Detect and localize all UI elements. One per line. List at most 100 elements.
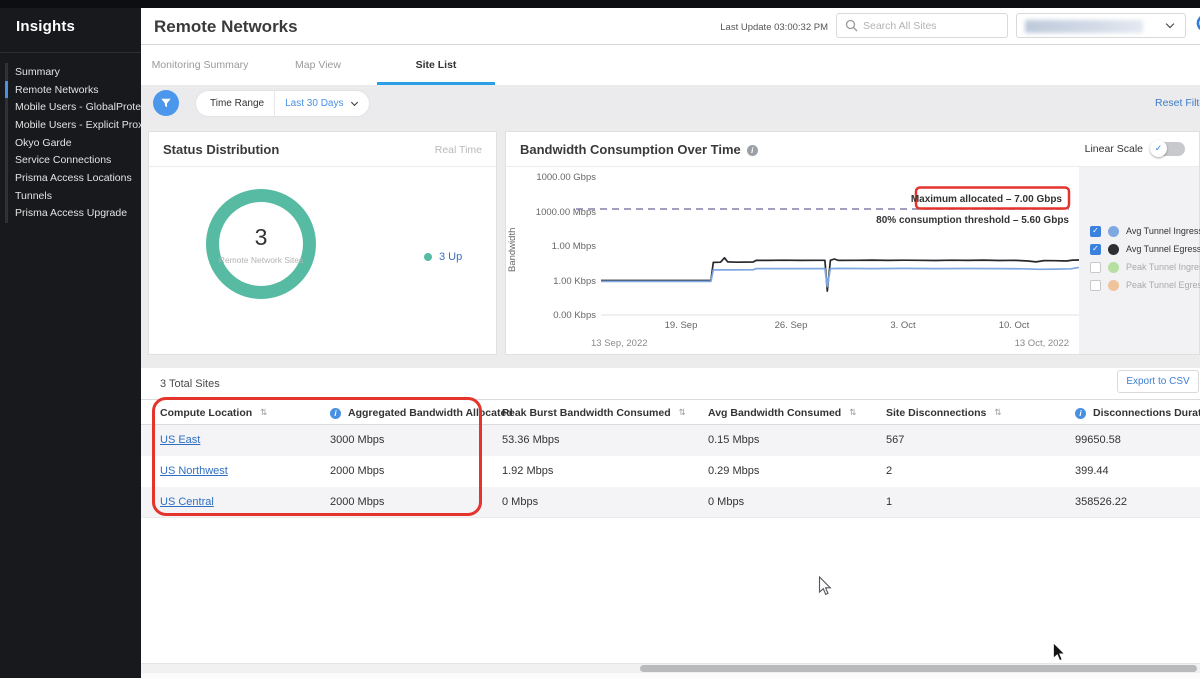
legend-label: Peak Tunnel Egress [1126, 280, 1200, 290]
site-link[interactable]: US Central [160, 487, 214, 518]
status-card-body: 3 Remote Network Sites 3 Up [149, 167, 496, 354]
legend-item-avg-tunnel-ingress[interactable]: ✓ Avg Tunnel Ingress [1090, 222, 1200, 240]
card-header: Bandwidth Consumption Over Time i Linear … [506, 132, 1199, 167]
sidebar-divider [0, 52, 141, 53]
max-allocated-label: Maximum allocated – 7.00 Gbps [911, 194, 1063, 205]
column-header-avg-bandwidth-consumed[interactable]: Avg Bandwidth Consumed⇅ [708, 400, 856, 426]
sidebar-item-remote-networks[interactable]: Remote Networks [0, 81, 141, 99]
sort-icon[interactable]: ⇅ [994, 408, 1001, 418]
checkbox[interactable]: ✓ [1090, 280, 1101, 291]
site-link[interactable]: US East [160, 425, 200, 456]
account-dropdown[interactable] [1016, 13, 1186, 38]
sort-icon[interactable]: ⇅ [260, 408, 267, 418]
linear-scale-toggle[interactable]: ✓ [1151, 142, 1185, 156]
consumption-threshold-label: 80% consumption threshold – 5.60 Gbps [876, 215, 1069, 226]
cell-peak-burst: 53.36 Mbps [502, 425, 559, 456]
column-header-compute-location[interactable]: Compute Location ⇅ [160, 400, 267, 426]
x-range-end: 13 Oct, 2022 [1015, 338, 1069, 349]
reset-filters-link[interactable]: Reset Filters [1155, 97, 1200, 109]
sidebar-item-service-connections[interactable]: Service Connections [0, 151, 141, 169]
check-icon: ✓ [1092, 245, 1099, 253]
site-link[interactable]: US Northwest [160, 456, 228, 487]
filter-button[interactable] [153, 90, 179, 116]
sidebar-item-prisma-access-locations[interactable]: Prisma Access Locations [0, 169, 141, 187]
checkbox[interactable]: ✓ [1090, 226, 1101, 237]
bottom-strip [141, 673, 1200, 678]
column-label: Aggregated Bandwidth Allocated [348, 407, 513, 419]
cell-disconnections-duration: 99650.58 [1075, 425, 1121, 456]
table-row-us-east: US East 3000 Mbps 53.36 Mbps 0.15 Mbps 5… [141, 425, 1200, 456]
cell-aggregated-bandwidth: 2000 Mbps [330, 456, 384, 487]
checkbox[interactable]: ✓ [1090, 262, 1101, 273]
sidebar-item-mobile-users-explicit-proxy[interactable]: Mobile Users - Explicit Proxy [0, 116, 141, 134]
column-label: Compute Location [160, 407, 252, 419]
cell-avg-bandwidth: 0.15 Mbps [708, 425, 759, 456]
cell-disconnections: 567 [886, 425, 904, 456]
sidebar-item-summary[interactable]: Summary [0, 63, 141, 81]
column-header-peak-burst-bandwidth-consumed[interactable]: Peak Burst Bandwidth Consumed ⇅ [502, 400, 686, 426]
sites-table-section: 3 Total Sites Export to CSV Compute Loca… [141, 368, 1200, 663]
search-box [836, 13, 1008, 38]
legend-item-peak-tunnel-egress[interactable]: ✓ Peak Tunnel Egress [1090, 276, 1200, 294]
tab-site-list[interactable]: Site List [377, 45, 495, 85]
sidebar-item-prisma-access-upgrade[interactable]: Prisma Access Upgrade [0, 205, 141, 223]
linear-scale-control: Linear Scale ✓ [1085, 142, 1185, 156]
sidebar-item-tunnels[interactable]: Tunnels [0, 187, 141, 205]
time-range-label: Time Range [196, 98, 274, 109]
sidebar-item-okyo-garde[interactable]: Okyo Garde [0, 134, 141, 152]
search-input[interactable] [863, 14, 1003, 37]
y-tick: 1.00 Kbps [553, 276, 596, 287]
sidebar-item-mobile-users-globalprotect[interactable]: Mobile Users - GlobalProtect [0, 98, 141, 116]
chevron-down-icon [1166, 20, 1174, 28]
table-row-us-central: US Central 2000 Mbps 0 Mbps 0 Mbps 1 358… [141, 487, 1200, 518]
cell-disconnections-duration: 358526.22 [1075, 487, 1127, 518]
y-tick: 1.00 Mbps [552, 241, 597, 252]
y-tick: 1000.00 Mbps [536, 207, 596, 218]
table-header-row: Compute Location ⇅ i Aggregated Bandwidth … [141, 399, 1200, 425]
bandwidth-card-body: 1000.00 Gbps 1000.00 Mbps 1.00 Mbps 1.00… [506, 167, 1199, 354]
info-icon[interactable]: i [1075, 408, 1086, 419]
series-color-dot [1108, 280, 1119, 291]
sidebar-title: Insights [16, 18, 75, 35]
sidebar-menu: Summary Remote Networks Mobile Users - G… [0, 63, 141, 222]
card-title-text: Bandwidth Consumption Over Time [520, 142, 741, 157]
table-row-us-northwest: US Northwest 2000 Mbps 1.92 Mbps 0.29 Mb… [141, 456, 1200, 487]
x-range-start: 13 Sep, 2022 [591, 338, 648, 349]
refresh-icon[interactable] [1194, 12, 1200, 39]
page-title: Remote Networks [154, 17, 298, 37]
status-legend-item[interactable]: 3 Up [424, 251, 462, 263]
x-tick: 26. Sep [775, 320, 808, 331]
horizontal-scrollbar-track[interactable] [141, 663, 1200, 673]
export-to-csv-button[interactable]: Export to CSV [1117, 370, 1199, 393]
cell-avg-bandwidth: 0.29 Mbps [708, 456, 759, 487]
card-header: Status Distribution Real Time [149, 132, 496, 167]
cell-disconnections: 1 [886, 487, 892, 518]
chart-legend-panel: ✓ Avg Tunnel Ingress ✓ Avg Tunnel Egress… [1079, 167, 1199, 354]
sort-icon[interactable]: ⇅ [679, 408, 686, 418]
horizontal-scrollbar-thumb[interactable] [640, 665, 1197, 672]
card-title: Status Distribution [163, 142, 279, 157]
legend-item-avg-tunnel-egress[interactable]: ✓ Avg Tunnel Egress [1090, 240, 1200, 258]
tab-map-view[interactable]: Map View [259, 45, 377, 85]
info-icon[interactable]: i [747, 145, 758, 156]
time-range-value[interactable]: Last 30 Days [275, 98, 350, 109]
x-tick: 19. Sep [665, 320, 698, 331]
info-icon[interactable]: i [330, 408, 341, 419]
column-header-site-disconnections[interactable]: Site Disconnections⇅ [886, 400, 1001, 426]
column-header-disconnections-duration[interactable]: iDisconnections Duration [1075, 400, 1200, 426]
column-header-aggregated-bandwidth-allocated[interactable]: i Aggregated Bandwidth Allocated [330, 400, 513, 426]
up-status-dot [424, 253, 432, 261]
cell-peak-burst: 1.92 Mbps [502, 456, 553, 487]
legend-item-peak-tunnel-ingress[interactable]: ✓ Peak Tunnel Ingress [1090, 258, 1200, 276]
bandwidth-consumption-card: Bandwidth Consumption Over Time i Linear … [505, 131, 1200, 355]
tab-label: Map View [295, 59, 341, 71]
checkbox[interactable]: ✓ [1090, 244, 1101, 255]
tab-monitoring-summary[interactable]: Monitoring Summary [141, 45, 259, 85]
legend-label: Peak Tunnel Ingress [1126, 262, 1200, 272]
time-range-filter[interactable]: Time Range Last 30 Days [195, 90, 370, 117]
tab-label: Site List [416, 59, 457, 71]
column-label: Peak Burst Bandwidth Consumed [502, 407, 671, 419]
site-count: 3 [255, 224, 268, 251]
card-title: Bandwidth Consumption Over Time i [520, 142, 758, 157]
sort-icon[interactable]: ⇅ [849, 408, 856, 418]
